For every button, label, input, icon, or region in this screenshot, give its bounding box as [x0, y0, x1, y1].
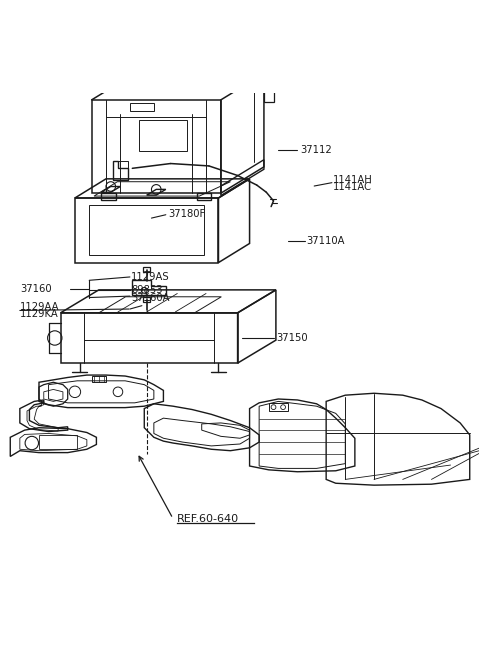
Text: REF.60-640: REF.60-640: [177, 514, 239, 524]
Text: 37180F: 37180F: [168, 208, 205, 218]
Text: 1129KA: 1129KA: [20, 309, 59, 319]
Text: 1141AC: 1141AC: [333, 183, 372, 193]
Text: 89853: 89853: [132, 285, 163, 295]
Text: 37160A: 37160A: [132, 293, 170, 303]
Text: 1129AA: 1129AA: [20, 301, 60, 311]
Text: 1129AS: 1129AS: [132, 272, 170, 282]
Text: 1141AH: 1141AH: [333, 175, 373, 185]
Text: 37160: 37160: [20, 284, 51, 294]
Text: 37110A: 37110A: [306, 236, 345, 246]
Text: 37150: 37150: [276, 333, 308, 343]
Text: 37112: 37112: [300, 145, 332, 155]
